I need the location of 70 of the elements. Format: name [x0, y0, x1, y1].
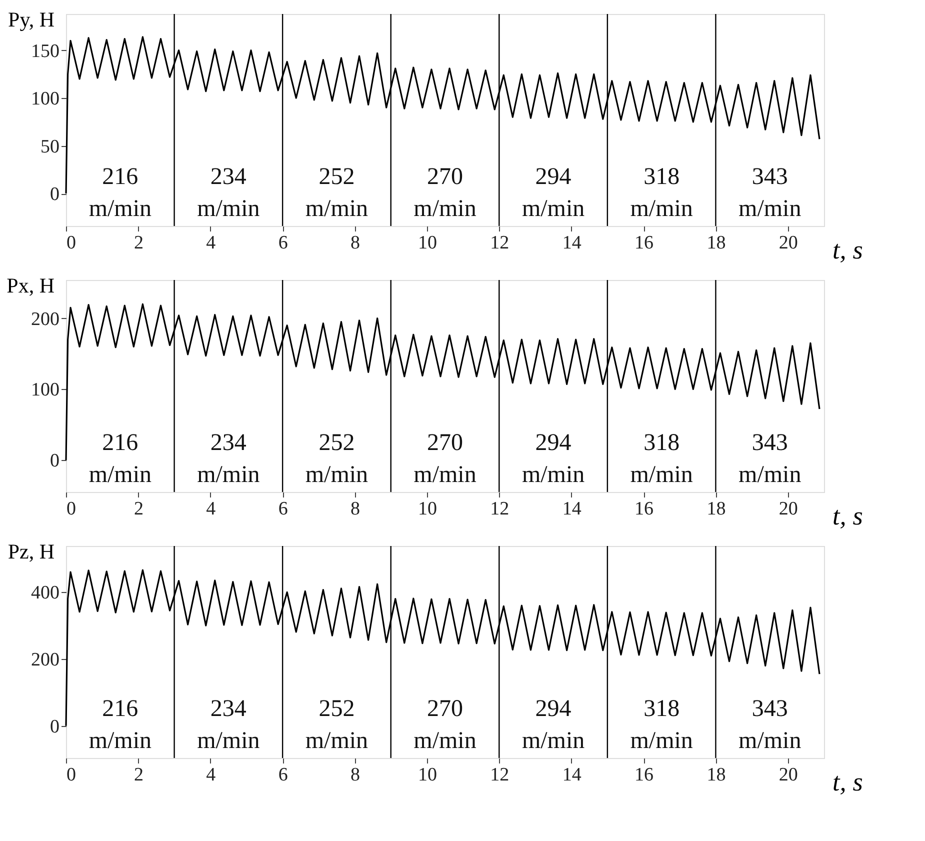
- annotation: 216 m/min: [88, 430, 152, 488]
- y-tick-label: 100: [31, 380, 60, 401]
- x-axis-title: t, s: [832, 768, 863, 796]
- x-tick-label: 4: [206, 232, 216, 254]
- x-tick-label: 8: [350, 498, 360, 520]
- y-axis-title: Pz, H: [8, 540, 54, 564]
- x-tick-label: 20: [778, 764, 798, 786]
- x-tick-label: 18: [706, 764, 726, 786]
- annotation: 318 m/min: [630, 696, 693, 754]
- x-tick-label: 6: [278, 232, 288, 254]
- annotation: 270 m/min: [414, 164, 476, 222]
- annotation: 234 m/min: [197, 164, 260, 222]
- x-tick-label: 2: [134, 232, 144, 254]
- x-tick-label: 6: [278, 764, 288, 786]
- x-tick-label: 10: [418, 498, 437, 520]
- annotation: 343 m/min: [738, 696, 802, 754]
- annotation: 318 m/min: [630, 430, 693, 488]
- annotation: 318 m/min: [630, 164, 693, 222]
- x-tick-label: 10: [418, 764, 437, 786]
- y-axis-title: Py, H: [8, 8, 54, 32]
- annotation: 216 m/min: [88, 164, 152, 222]
- x-tick-label: 12: [490, 232, 510, 254]
- y-axis-title: Px, H: [6, 274, 54, 298]
- x-tick-label: 12: [490, 498, 510, 520]
- y-tick-label: 0: [50, 184, 60, 206]
- annotation: 270 m/min: [414, 430, 476, 488]
- x-axis-title: t, s: [832, 502, 863, 530]
- annotation: 294 m/min: [522, 164, 585, 222]
- annotation: 294 m/min: [522, 430, 585, 488]
- x-tick-label: 14: [562, 232, 582, 254]
- annotation: 252 m/min: [305, 164, 368, 222]
- x-axis-title: t, s: [832, 236, 863, 264]
- x-tick-label: 2: [134, 764, 144, 786]
- x-tick-label: 6: [278, 498, 288, 520]
- x-tick-label: 0: [66, 764, 76, 786]
- y-tick-label: 200: [31, 308, 60, 330]
- x-tick-label: 2: [134, 498, 144, 520]
- annotation: 252 m/min: [305, 696, 368, 754]
- annotation: 216 m/min: [88, 696, 152, 754]
- x-tick-label: 16: [634, 232, 654, 254]
- x-tick-label: 0: [66, 498, 76, 520]
- x-tick-label: 8: [350, 764, 360, 786]
- x-tick-label: 14: [562, 498, 582, 520]
- x-tick-label: 20: [778, 498, 798, 520]
- x-tick-label: 16: [634, 764, 654, 786]
- y-tick-label: 200: [31, 650, 60, 671]
- x-tick-label: 0: [66, 232, 76, 254]
- y-tick-label: 0: [50, 450, 60, 472]
- y-tick-label: 50: [40, 136, 60, 158]
- x-tick-label: 20: [778, 232, 798, 254]
- x-tick-label: 4: [206, 498, 216, 520]
- y-tick-label: 100: [31, 88, 60, 110]
- x-tick-label: 8: [350, 232, 360, 254]
- x-tick-label: 10: [418, 232, 437, 254]
- x-tick-label: 12: [490, 764, 510, 786]
- annotation: 252 m/min: [305, 430, 368, 488]
- y-tick-label: 150: [31, 40, 60, 62]
- x-tick-label: 18: [706, 498, 726, 520]
- annotation: 270 m/min: [414, 696, 476, 754]
- x-tick-label: 16: [634, 498, 654, 520]
- annotation: 343 m/min: [738, 164, 802, 222]
- y-tick-label: 400: [31, 582, 60, 604]
- x-tick-label: 14: [562, 764, 582, 786]
- y-tick-label: 0: [50, 716, 60, 738]
- x-tick-label: 18: [706, 232, 726, 254]
- annotation: 234 m/min: [197, 696, 260, 754]
- annotation: 234 m/min: [197, 430, 260, 488]
- x-tick-label: 4: [206, 764, 216, 786]
- annotation: 294 m/min: [522, 696, 585, 754]
- annotation: 343 m/min: [738, 430, 802, 488]
